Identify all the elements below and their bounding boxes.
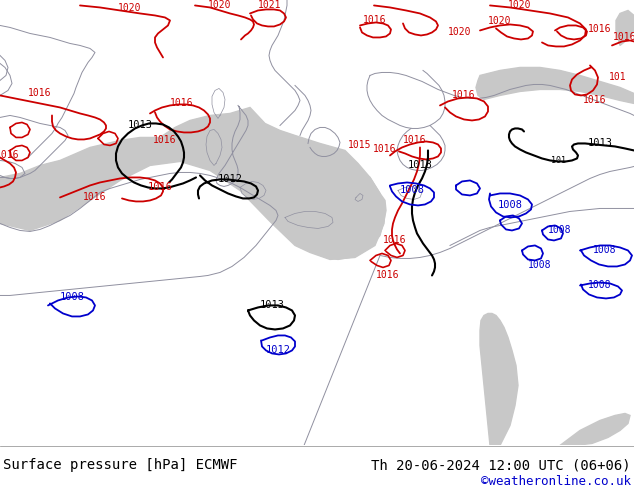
Polygon shape (280, 172, 386, 259)
Text: 1008: 1008 (588, 280, 612, 291)
Text: 1016: 1016 (613, 32, 634, 43)
Text: 1013: 1013 (588, 139, 612, 148)
Text: 1012: 1012 (217, 174, 242, 184)
Text: 1008: 1008 (498, 200, 522, 210)
Text: 1016: 1016 (583, 96, 607, 105)
Text: 1016: 1016 (373, 145, 397, 154)
Polygon shape (560, 414, 630, 445)
Text: 1008: 1008 (399, 185, 425, 196)
Text: 1020: 1020 (488, 17, 512, 26)
Text: 101: 101 (550, 156, 566, 165)
Text: 1015: 1015 (348, 141, 372, 150)
Text: Surface pressure [hPa] ECMWF: Surface pressure [hPa] ECMWF (3, 458, 238, 472)
Text: 1008: 1008 (60, 293, 84, 302)
Text: 1016: 1016 (403, 135, 427, 146)
Text: 1016: 1016 (383, 236, 407, 245)
Text: 1020: 1020 (119, 3, 142, 13)
Text: 1013: 1013 (408, 160, 432, 171)
Text: 1016: 1016 (29, 89, 52, 98)
Text: 1016: 1016 (588, 24, 612, 34)
Text: 1016: 1016 (376, 270, 400, 280)
Polygon shape (616, 10, 634, 46)
Text: 101: 101 (609, 73, 627, 82)
Text: 1016: 1016 (153, 135, 177, 146)
Text: 1016: 1016 (83, 193, 107, 202)
Polygon shape (0, 107, 385, 259)
Text: ©weatheronline.co.uk: ©weatheronline.co.uk (481, 475, 631, 488)
Text: 1016: 1016 (363, 16, 387, 25)
Text: 1016: 1016 (148, 182, 172, 193)
Polygon shape (476, 68, 634, 103)
Text: 1008: 1008 (548, 225, 572, 236)
Text: 1008: 1008 (528, 261, 552, 270)
Text: 1008: 1008 (593, 245, 617, 255)
Text: 1020: 1020 (508, 0, 532, 10)
Text: 1013: 1013 (127, 121, 153, 130)
Text: 1012: 1012 (266, 345, 290, 355)
Text: 1020: 1020 (448, 27, 472, 37)
Polygon shape (480, 314, 518, 445)
Text: 1016: 1016 (452, 91, 476, 100)
Text: 1016: 1016 (0, 150, 20, 160)
Text: 1016: 1016 (171, 98, 194, 108)
Text: 1020: 1020 (208, 0, 232, 10)
Text: Th 20-06-2024 12:00 UTC (06+06): Th 20-06-2024 12:00 UTC (06+06) (371, 458, 631, 472)
Text: 1021: 1021 (258, 0, 281, 10)
Text: 1013: 1013 (259, 300, 285, 311)
